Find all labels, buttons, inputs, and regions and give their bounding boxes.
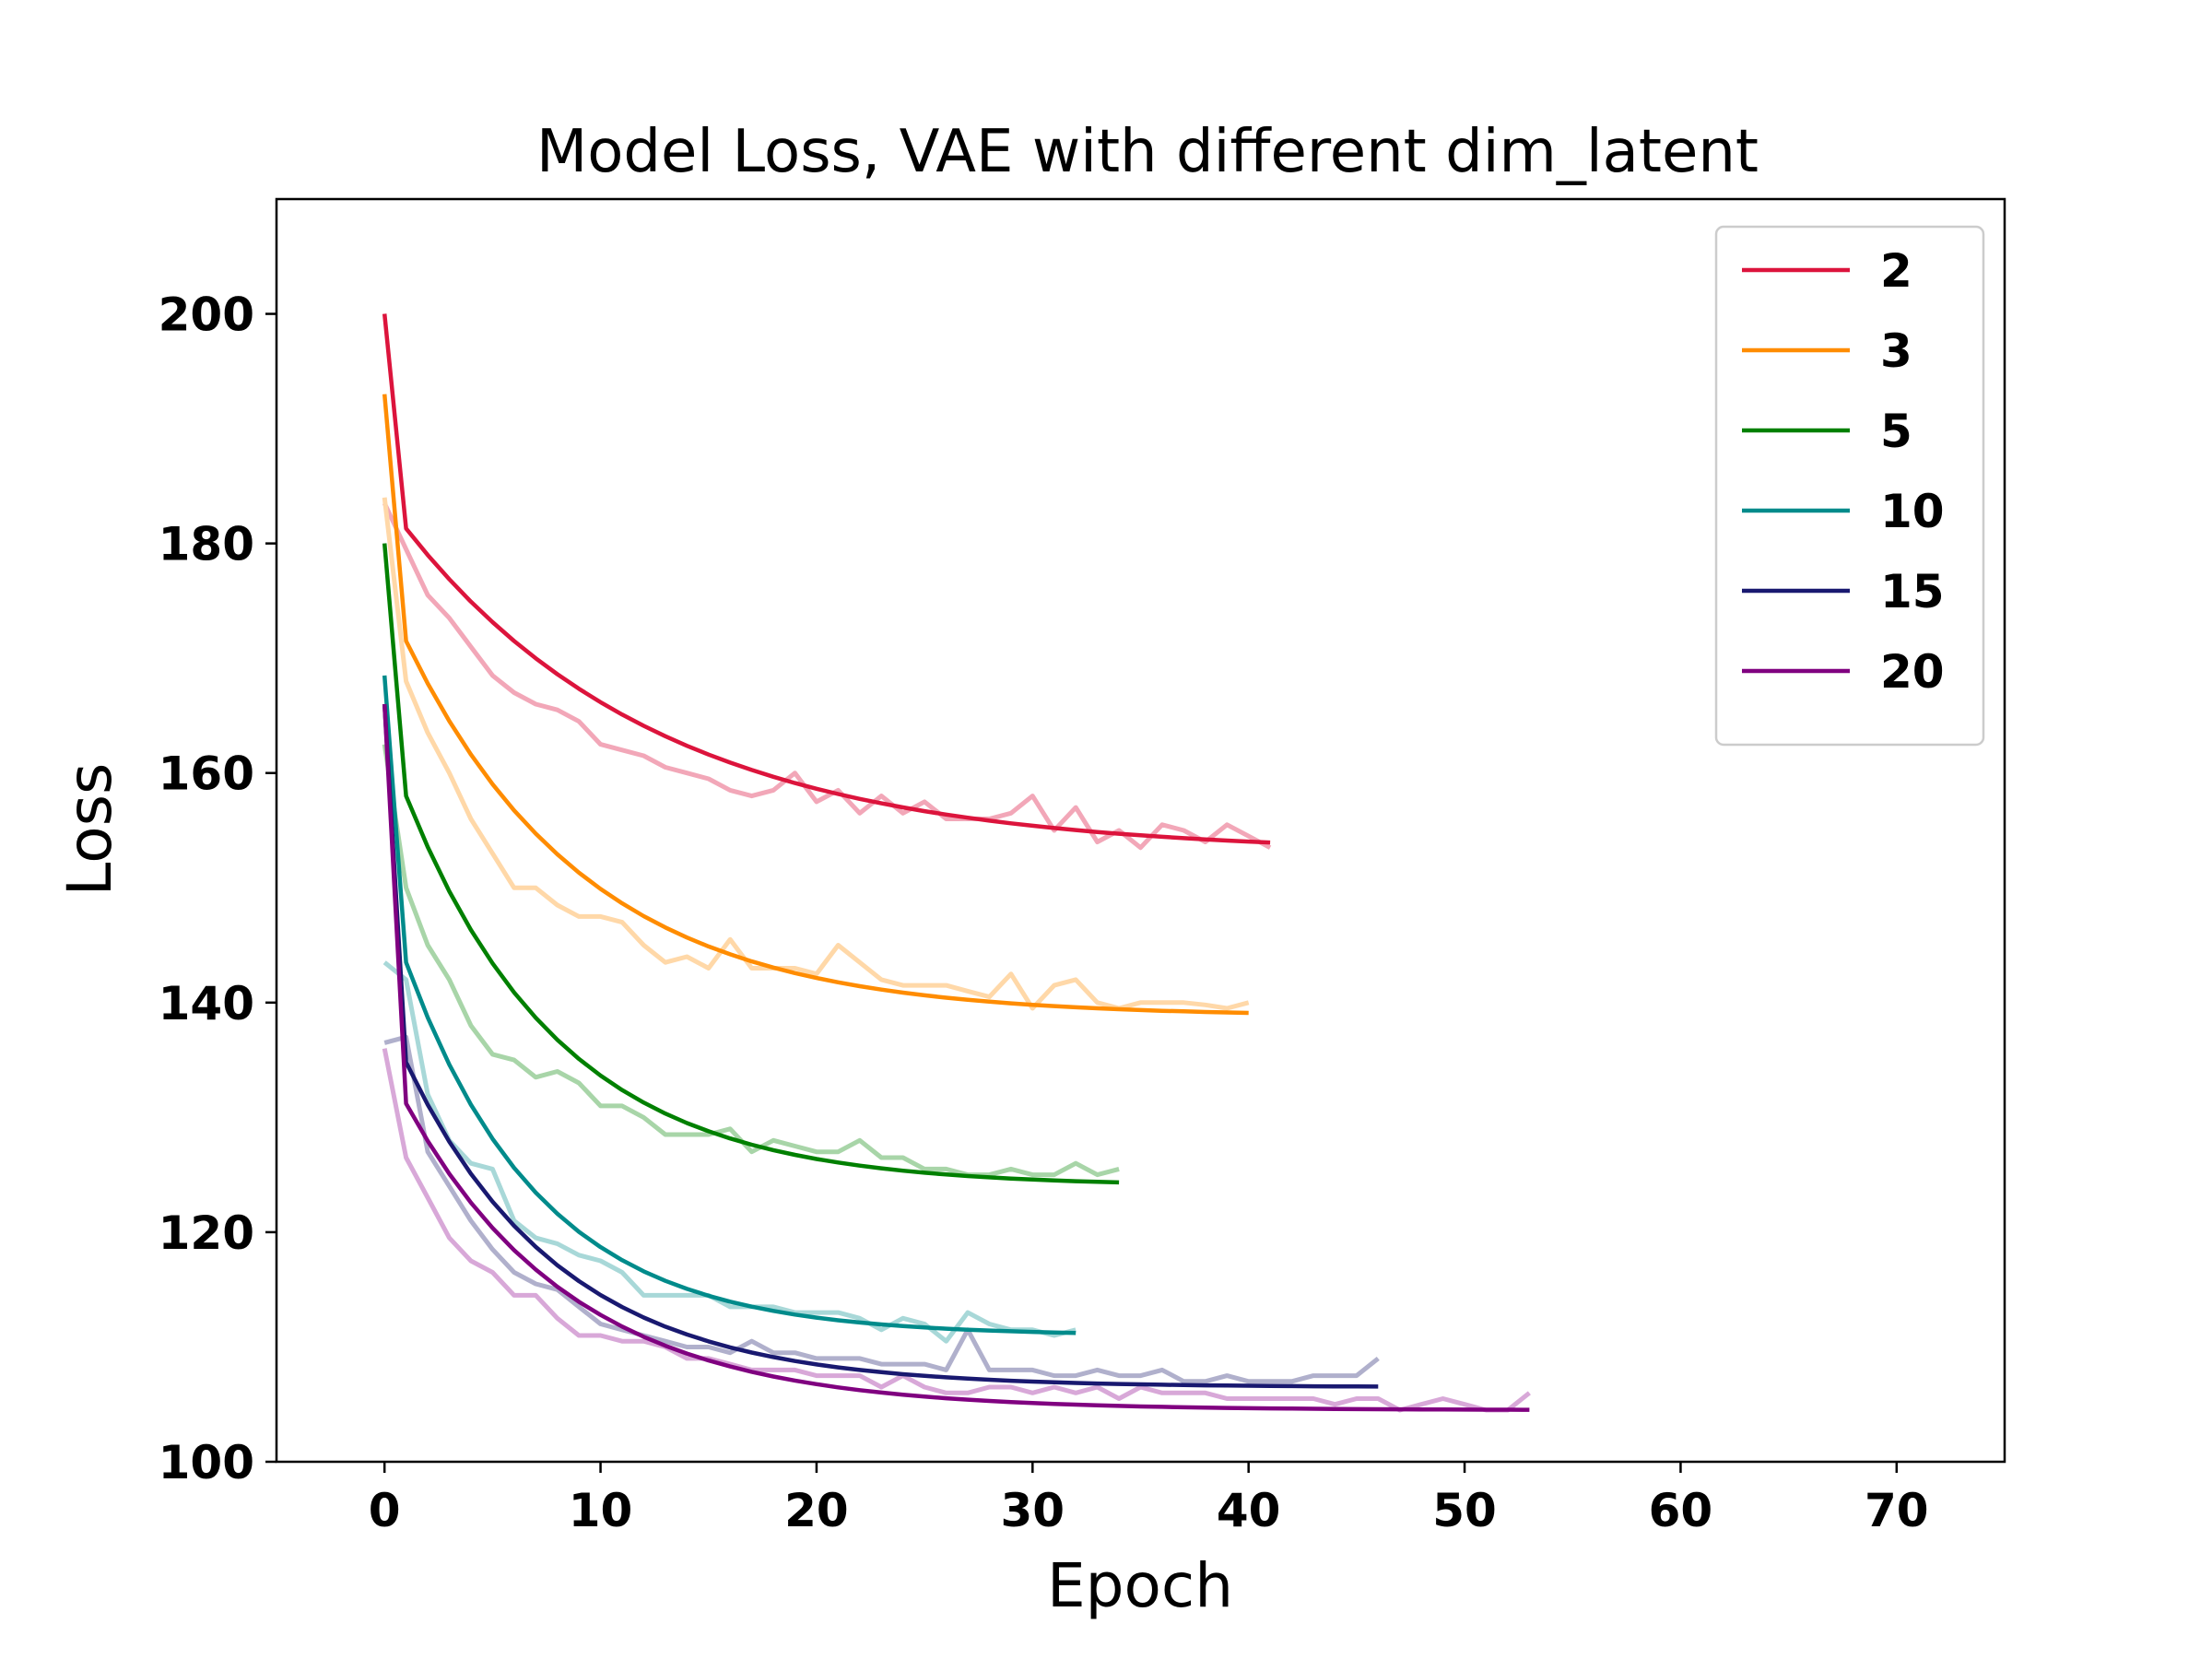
x-tick-label: 10 bbox=[569, 1484, 633, 1537]
y-tick-label: 200 bbox=[159, 288, 254, 342]
smoothed-loss-line-15 bbox=[382, 703, 1379, 1389]
smoothed-loss-line-2 bbox=[382, 313, 1271, 845]
legend: 2 3 5 10 15 20 bbox=[1714, 225, 1985, 747]
chart-title: Model Loss, VAE with different dim_laten… bbox=[536, 118, 1759, 186]
x-tick-label: 0 bbox=[369, 1484, 401, 1537]
x-tick-label: 40 bbox=[1217, 1484, 1281, 1537]
y-tick-label: 180 bbox=[159, 518, 254, 571]
raw-loss-line-20 bbox=[382, 1048, 1531, 1413]
plot-area-frame bbox=[275, 197, 2006, 1464]
x-tick-label: 50 bbox=[1432, 1484, 1497, 1537]
legend-label-3: 3 bbox=[1880, 324, 1912, 378]
legend-box bbox=[1714, 225, 1985, 747]
x-tick-label: 20 bbox=[784, 1484, 849, 1537]
raw-loss-line-2 bbox=[382, 501, 1272, 851]
y-tick-label: 140 bbox=[159, 977, 254, 1030]
raw-loss-line-5 bbox=[382, 744, 1120, 1178]
smoothed-loss-line-5 bbox=[382, 543, 1120, 1185]
legend-label-5: 5 bbox=[1880, 405, 1912, 458]
smoothed-loss-line-3 bbox=[382, 394, 1249, 1016]
raw-loss-line-10 bbox=[382, 960, 1077, 1344]
legend-label-2: 2 bbox=[1880, 244, 1912, 298]
legend-label-10: 10 bbox=[1880, 485, 1945, 538]
smoothed-loss-line-10 bbox=[382, 675, 1077, 1335]
x-tick-label: 60 bbox=[1649, 1484, 1713, 1537]
raw-loss-line-3 bbox=[382, 497, 1250, 1011]
legend-label-20: 20 bbox=[1880, 645, 1945, 699]
x-axis-label: Epoch bbox=[1047, 1550, 1233, 1621]
x-axis-ticks: 0 10 20 30 40 50 60 70 bbox=[369, 1462, 1929, 1537]
y-axis-ticks: 100 120 140 160 180 200 bbox=[159, 288, 276, 1489]
raw-loss-line-15 bbox=[383, 1034, 1380, 1384]
y-tick-label: 120 bbox=[159, 1206, 254, 1260]
y-tick-label: 160 bbox=[159, 747, 254, 801]
y-axis-label: Loss bbox=[54, 763, 125, 897]
y-tick-label: 100 bbox=[159, 1436, 254, 1489]
series-layer bbox=[382, 313, 1531, 1413]
smoothed-loss-line-20 bbox=[382, 703, 1530, 1412]
x-tick-label: 30 bbox=[1001, 1484, 1065, 1537]
x-tick-label: 70 bbox=[1865, 1484, 1929, 1537]
legend-label-15: 15 bbox=[1880, 565, 1945, 618]
